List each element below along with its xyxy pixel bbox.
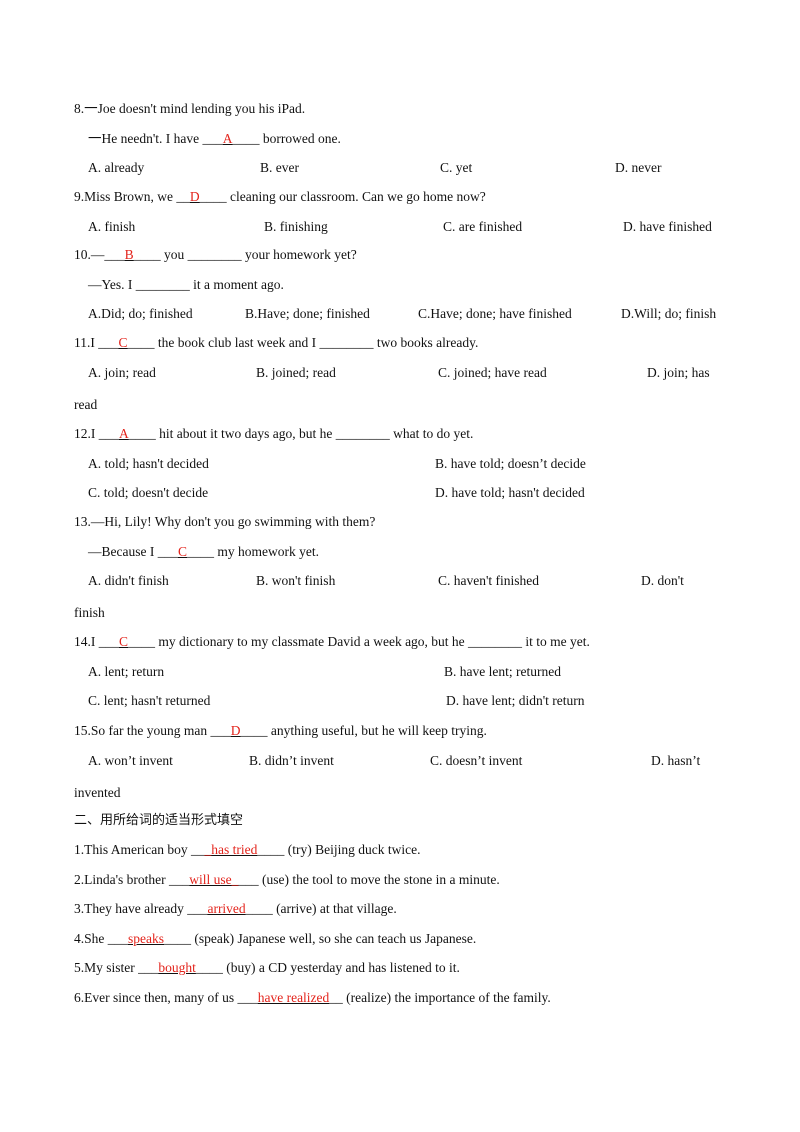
question-text: 12.I ___	[74, 426, 119, 441]
option: B. didn’t invent	[249, 752, 334, 768]
question-line: 9.Miss Brown, we __D____ cleaning our cl…	[74, 188, 486, 206]
fill-line: 2.Linda's brother ___will use____ (use) …	[74, 871, 500, 889]
question-text: __ (realize) the importance of the famil…	[329, 990, 551, 1005]
fill-line: 4.She ___speaks____ (speak) Japanese wel…	[74, 930, 476, 948]
option: C. are finished	[443, 218, 523, 234]
option: D. have lent; didn't return	[446, 693, 585, 709]
option-wrap: finish	[74, 605, 105, 621]
question-text: ____ borrowed one.	[232, 130, 341, 146]
option: C. told; doesn't decide	[88, 485, 209, 501]
option: B. have lent; returned	[444, 663, 561, 679]
question-text: 8.一Joe doesn't mind lending you his iPad…	[74, 101, 306, 116]
fill-line: 1.This American boy ___has tried____ (tr…	[74, 841, 420, 859]
question-text: 13.—Hi, Lily! Why don't you go swimming …	[74, 514, 376, 529]
question-text: ____ (arrive) at that village.	[245, 901, 397, 917]
answer-text: C	[118, 335, 128, 350]
question-line: 8.一Joe doesn't mind lending you his iPad…	[74, 100, 305, 118]
question-text: 一He needn't. I have ___	[88, 130, 223, 146]
question-text: 1.This American boy __	[74, 842, 205, 857]
option: A. told; hasn't decided	[88, 455, 209, 471]
question-line: —Because I ___C____ my homework yet.	[88, 543, 319, 561]
question-text: ____ (try) Beijing duck twice.	[257, 842, 421, 857]
option: A. already	[88, 160, 145, 176]
option: D. never	[615, 160, 662, 176]
question-text: 10.—___	[74, 247, 125, 262]
fill-line: 6.Ever since then, many of us ___have re…	[74, 989, 551, 1007]
option: B. finishing	[264, 218, 328, 234]
question-text: 6.Ever since then, many of us ___	[74, 990, 258, 1005]
question-text: 14.I ___	[74, 634, 119, 649]
answer-text: C	[119, 634, 129, 649]
option: D.Will; do; finish	[621, 306, 717, 322]
answer-text: bought	[158, 960, 196, 976]
question-line: 13.—Hi, Lily! Why don't you go swimming …	[74, 513, 375, 531]
option: C. doesn’t invent	[430, 752, 523, 768]
option: D. join; has	[647, 364, 710, 380]
option: A. lent; return	[88, 663, 165, 679]
question-line: 15.So far the young man ___D____ anythin…	[74, 722, 487, 740]
answer-text: D	[189, 189, 200, 204]
option: C. haven't finished	[438, 573, 540, 589]
fill-line: 5.My sister ___bought____ (buy) a CD yes…	[74, 959, 460, 977]
option: D. have finished	[623, 218, 712, 234]
option: A. join; read	[88, 364, 156, 380]
option: D. have told; hasn't decided	[435, 485, 585, 501]
question-text: —Because I ___	[88, 543, 178, 559]
answer-text: will use_	[189, 871, 239, 887]
question-text: ____ the book club last week and I _____…	[127, 335, 479, 350]
question-text: 3.They have already ___	[74, 901, 208, 917]
answer-text: A	[119, 426, 129, 441]
question-line: 一He needn't. I have ___A____ borrowed on…	[88, 130, 341, 148]
question-text: ____ my dictionary to my classmate David…	[128, 634, 590, 649]
option: B. won't finish	[256, 573, 336, 589]
question-line: 12.I ___A____ hit about it two days ago,…	[74, 425, 473, 443]
answer-text: _has tried	[204, 842, 258, 857]
question-text: ____ my homework yet.	[187, 543, 319, 559]
question-line: 14.I ___C____ my dictionary to my classm…	[74, 633, 590, 651]
question-line: —Yes. I ________ it a moment ago.	[88, 276, 284, 294]
option: C. lent; hasn't returned	[88, 693, 211, 709]
option: C.Have; done; have finished	[418, 306, 572, 322]
option: A. won’t invent	[88, 752, 173, 768]
question-text: —Yes. I ________ it a moment ago.	[88, 276, 284, 292]
option: B. have told; doesn’t decide	[435, 455, 586, 471]
question-text: 5.My sister ___	[74, 960, 159, 976]
question-text: 11.I ___	[74, 335, 119, 350]
option-wrap: invented	[74, 784, 121, 800]
option: B. joined; read	[256, 364, 336, 380]
answer-text: B	[124, 247, 134, 262]
question-text: 9.Miss Brown, we __	[74, 189, 190, 204]
option: C. joined; have read	[438, 364, 547, 380]
answer-text: D	[230, 723, 241, 738]
option: B. ever	[260, 160, 299, 176]
option: A. didn't finish	[88, 573, 169, 589]
section-title: 二、用所给词的适当形式填空	[74, 813, 244, 828]
answer-text: have realized	[257, 990, 330, 1005]
answer-text: A	[222, 130, 233, 146]
option: D. don't	[641, 573, 684, 589]
option: C. yet	[440, 160, 473, 176]
question-text: ____ you ________ your homework yet?	[133, 247, 357, 262]
question-text: ____ (speak) Japanese well, so she can t…	[164, 930, 477, 946]
question-text: ___ (use) the tool to move the stone in …	[238, 871, 500, 887]
question-text: 15.So far the young man ___	[74, 723, 231, 738]
answer-text: C	[177, 543, 187, 559]
answer-text: arrived	[207, 901, 246, 917]
option: B.Have; done; finished	[245, 306, 370, 322]
question-text: ____ cleaning our classroom. Can we go h…	[199, 189, 486, 204]
question-text: ____ hit about it two days ago, but he _…	[128, 426, 474, 441]
fill-line: 3.They have already ___arrived____ (arri…	[74, 900, 397, 918]
question-text: 2.Linda's brother ___	[74, 871, 190, 887]
question-line: 11.I ___C____ the book club last week an…	[74, 334, 478, 352]
question-line: 10.—___B____ you ________ your homework …	[74, 246, 357, 264]
option-wrap: read	[74, 396, 98, 412]
question-text: ____ (buy) a CD yesterday and has listen…	[195, 960, 460, 976]
question-text: ____ anything useful, but he will keep t…	[240, 723, 487, 738]
answer-text: speaks	[128, 930, 164, 946]
option: A.Did; do; finished	[88, 306, 193, 322]
question-text: 4.She ___	[74, 930, 128, 946]
option: A. finish	[88, 218, 136, 234]
option: D. hasn’t	[651, 752, 701, 768]
